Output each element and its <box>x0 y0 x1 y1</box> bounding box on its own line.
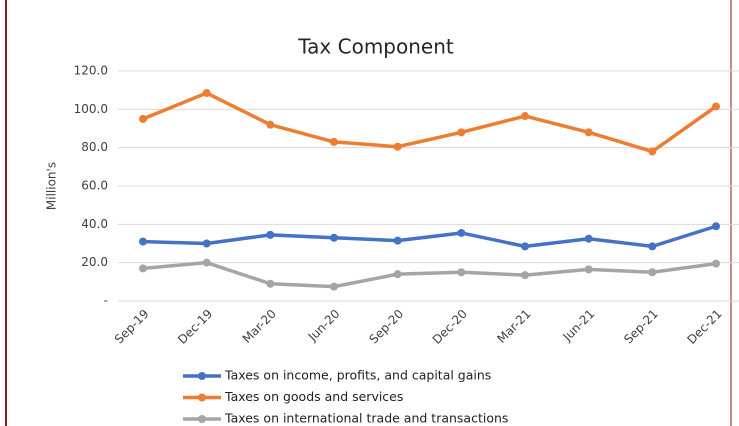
y-tick-label: 40.0 <box>81 217 108 231</box>
data-point <box>521 242 529 251</box>
data-point <box>202 239 211 248</box>
series-line <box>142 224 717 249</box>
legend-label: Taxes on international trade and transac… <box>224 411 508 426</box>
data-point <box>266 230 275 239</box>
y-tick-label: - <box>104 294 108 308</box>
data-point <box>330 137 338 146</box>
data-point <box>139 264 147 273</box>
x-tick-label: Jun-21 <box>560 307 598 345</box>
y-tick-label: 60.0 <box>81 179 108 193</box>
data-point <box>139 114 147 123</box>
data-point <box>712 222 720 231</box>
x-tick-label: Sep-20 <box>367 307 407 347</box>
x-tick-label: Sep-19 <box>112 307 152 347</box>
data-point <box>330 233 338 242</box>
x-tick-label: Dec-20 <box>430 307 470 347</box>
legend-label: Taxes on goods and services <box>224 389 403 404</box>
data-point <box>712 259 720 268</box>
legend-label: Taxes on income, profits, and capital ga… <box>224 368 491 383</box>
data-point <box>393 236 402 245</box>
data-point <box>712 102 720 111</box>
data-point <box>584 234 593 243</box>
data-point <box>202 258 211 267</box>
legend-marker <box>198 372 206 380</box>
data-point <box>393 142 402 151</box>
y-tick-label: 20.0 <box>81 255 108 269</box>
data-point <box>139 237 147 246</box>
chart-title: Tax Component <box>297 35 454 59</box>
data-point <box>330 282 338 291</box>
data-point <box>648 147 657 156</box>
x-tick-label: Sep-21 <box>621 307 661 347</box>
data-point <box>393 270 402 279</box>
x-tick-label: Dec-19 <box>175 307 215 347</box>
x-tick-label: Mar-20 <box>240 307 279 346</box>
x-tick-label: Dec-21 <box>684 307 724 347</box>
series-line <box>142 91 718 154</box>
y-axis-label: Million's <box>45 162 59 210</box>
data-point <box>202 89 211 98</box>
y-tick-label: 100.0 <box>74 102 108 116</box>
data-point <box>266 120 275 129</box>
legend-marker <box>198 415 206 423</box>
data-point <box>648 268 657 277</box>
data-point <box>521 271 529 280</box>
data-point <box>457 128 466 137</box>
data-point <box>457 268 466 277</box>
data-point <box>457 228 466 237</box>
y-tick-label: 120.0 <box>74 64 108 78</box>
data-point <box>584 128 593 137</box>
x-tick-label: Mar-21 <box>494 307 533 346</box>
data-point <box>648 242 657 251</box>
legend: Taxes on income, profits, and capital ga… <box>183 368 508 426</box>
x-tick-label: Jun-20 <box>305 307 343 345</box>
legend-marker <box>198 393 206 402</box>
series-line <box>142 260 717 289</box>
data-point <box>266 279 275 288</box>
data-point <box>584 265 593 274</box>
y-tick-label: 80.0 <box>81 140 108 154</box>
data-point <box>521 112 529 121</box>
